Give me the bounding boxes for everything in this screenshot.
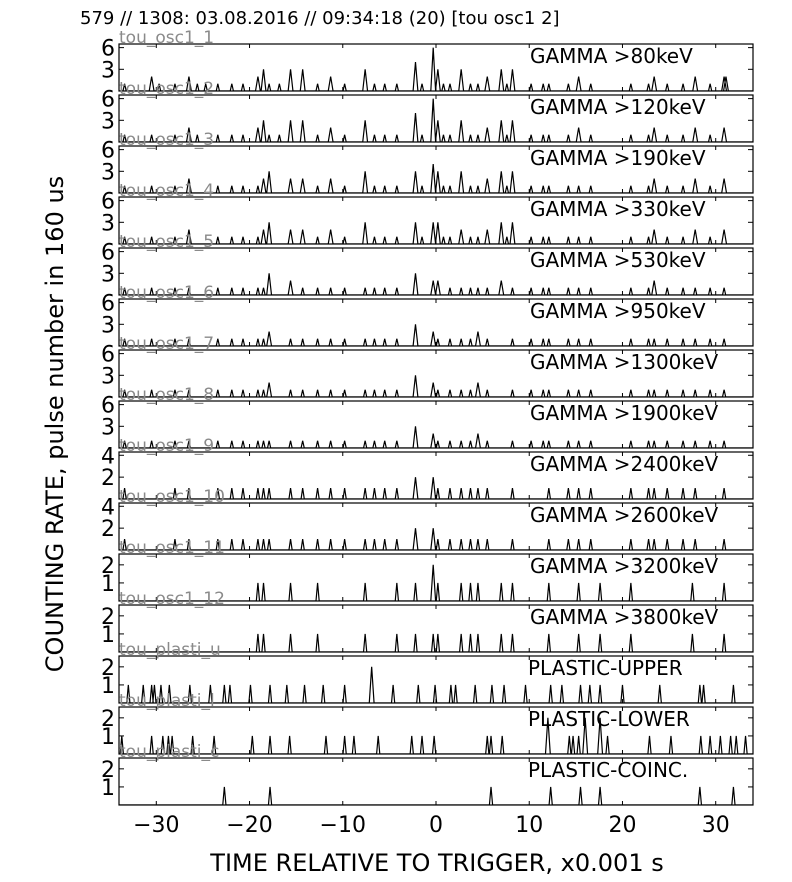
panel-tou_plasti_u: 12 PLASTIC-UPPER tou_plasti_u [101,640,754,704]
panel-label: PLASTIC-COINC. [528,758,688,782]
y-axis-label: COUNTING RATE, pulse number in 160 us [41,176,69,672]
channel-name: tou_osc1_3 [119,130,214,150]
y-tick-label: 6 [101,139,115,164]
y-tick-label: 6 [101,190,115,215]
x-axis: −30 −20 −10 0 10 20 30 [133,813,730,838]
panel-tou_osc1_4: 36 GAMMA >330keV tou_osc1_4 [101,181,754,245]
panel-tou_osc1_5: 36 GAMMA >530keV tou_osc1_5 [101,232,754,296]
y-tick-label: 2 [101,707,115,732]
series-line [119,222,753,244]
channel-name: tou_osc1_4 [119,181,214,201]
channel-name: tou_osc1_9 [119,436,214,456]
panel-label: GAMMA >80keV [530,44,693,68]
panel-tou_osc1_7: 36 GAMMA >1300keV tou_osc1_7 [101,334,754,398]
panel-tou_osc1_11: 12 GAMMA >3200keV tou_osc1_11 [101,538,754,602]
panel-tou_osc1_6: 36 GAMMA >950keV tou_osc1_6 [101,283,754,347]
series-line [119,47,753,91]
channel-name: tou_osc1_12 [119,589,225,609]
x-tick-label: −10 [320,813,366,838]
panel-tou_osc1_1: 36 GAMMA >80keV tou_osc1_1 [101,28,754,92]
channel-name: tou_osc1_5 [119,232,214,252]
y-tick-label: 6 [101,88,115,113]
y-tick-label: 2 [101,758,115,783]
channel-name: tou_osc1_11 [119,538,225,558]
series-line [119,786,753,805]
x-tick-label: 20 [608,813,636,838]
y-tick-label: 6 [101,394,115,419]
series-line [119,564,753,601]
channel-name: tou_osc1_10 [119,487,225,507]
channel-name: tou_osc1_1 [119,28,214,48]
y-tick-label: 2 [101,554,115,579]
y-tick-label: 6 [101,241,115,266]
panel-label: GAMMA >2400keV [530,452,719,476]
panel-tou_osc1_8: 36 GAMMA >1900keV tou_osc1_8 [101,385,754,449]
y-tick-label: 2 [101,656,115,681]
channel-name: tou_plasti_c [119,742,219,762]
y-tick-label: 2 [101,466,115,491]
y-tick-label: 3 [101,58,115,83]
y-tick-label: 3 [101,160,115,185]
panel-tou_osc1_3: 36 GAMMA >190keV tou_osc1_3 [101,130,754,194]
y-tick-label: 3 [101,415,115,440]
channel-name: tou_osc1_8 [119,385,214,405]
x-tick-label: 0 [429,813,443,838]
panel-label: PLASTIC-UPPER [528,656,683,680]
y-tick-label: 2 [101,605,115,630]
y-tick-label: 6 [101,37,115,62]
panel-label: GAMMA >3800keV [530,605,719,629]
y-tick-label: 3 [101,211,115,236]
y-tick-label: 4 [101,495,115,520]
y-tick-label: 2 [101,517,115,542]
series-line [119,633,753,652]
y-tick-label: 1 [101,674,115,699]
series-line [119,477,753,499]
panel-label: GAMMA >3200keV [530,554,719,578]
series-line [119,273,753,295]
channel-name: tou_osc1_6 [119,283,214,303]
panel-tou_osc1_9: 24 GAMMA >2400keV tou_osc1_9 [101,436,754,500]
y-tick-label: 6 [101,292,115,317]
y-tick-label: 3 [101,313,115,338]
x-tick-label: 30 [702,813,730,838]
x-tick-label: 10 [515,813,543,838]
y-tick-label: 3 [101,262,115,287]
y-tick-label: 1 [101,623,115,648]
panel-tou_plasti_l: 12 PLASTIC-LOWER tou_plasti_l [101,691,754,755]
x-tick-label: −30 [133,813,179,838]
panel-label: GAMMA >1900keV [530,401,719,425]
panel-label: GAMMA >950keV [530,299,706,323]
series-line [119,717,753,754]
series-line [119,164,753,193]
channel-name: tou_osc1_2 [119,79,214,99]
panel-label: GAMMA >530keV [530,248,706,272]
panel-tou_osc1_10: 24 GAMMA >2600keV tou_osc1_10 [101,487,754,551]
y-tick-label: 3 [101,364,115,389]
panel-label: GAMMA >190keV [530,146,706,170]
y-tick-label: 4 [101,444,115,469]
y-tick-label: 1 [101,572,115,597]
y-tick-label: 1 [101,776,115,801]
panel-tou_plasti_c: 12 PLASTIC-COINC. tou_plasti_c [101,742,754,806]
panel-label: GAMMA >120keV [530,95,706,119]
panel-label: PLASTIC-LOWER [528,707,690,731]
x-tick-label: −20 [226,813,272,838]
y-tick-label: 3 [101,109,115,134]
channel-name: tou_osc1_7 [119,334,214,354]
series-line [119,528,753,550]
panel-label: GAMMA >1300keV [530,350,719,374]
channel-name: tou_plasti_l [119,691,215,711]
panel-label: GAMMA >2600keV [530,503,719,527]
figure-title: 579 // 1308: 03.08.2016 // 09:34:18 (20)… [80,8,560,29]
panel-tou_osc1_2: 36 GAMMA >120keV tou_osc1_2 [101,79,754,143]
panel-label: GAMMA >330keV [530,197,706,221]
panel-tou_osc1_12: 12 GAMMA >3800keV tou_osc1_12 [101,589,754,653]
y-tick-label: 1 [101,725,115,750]
channel-name: tou_plasti_u [119,640,221,660]
y-tick-label: 6 [101,343,115,368]
x-axis-label: TIME RELATIVE TO TRIGGER, x0.001 s [209,849,663,877]
